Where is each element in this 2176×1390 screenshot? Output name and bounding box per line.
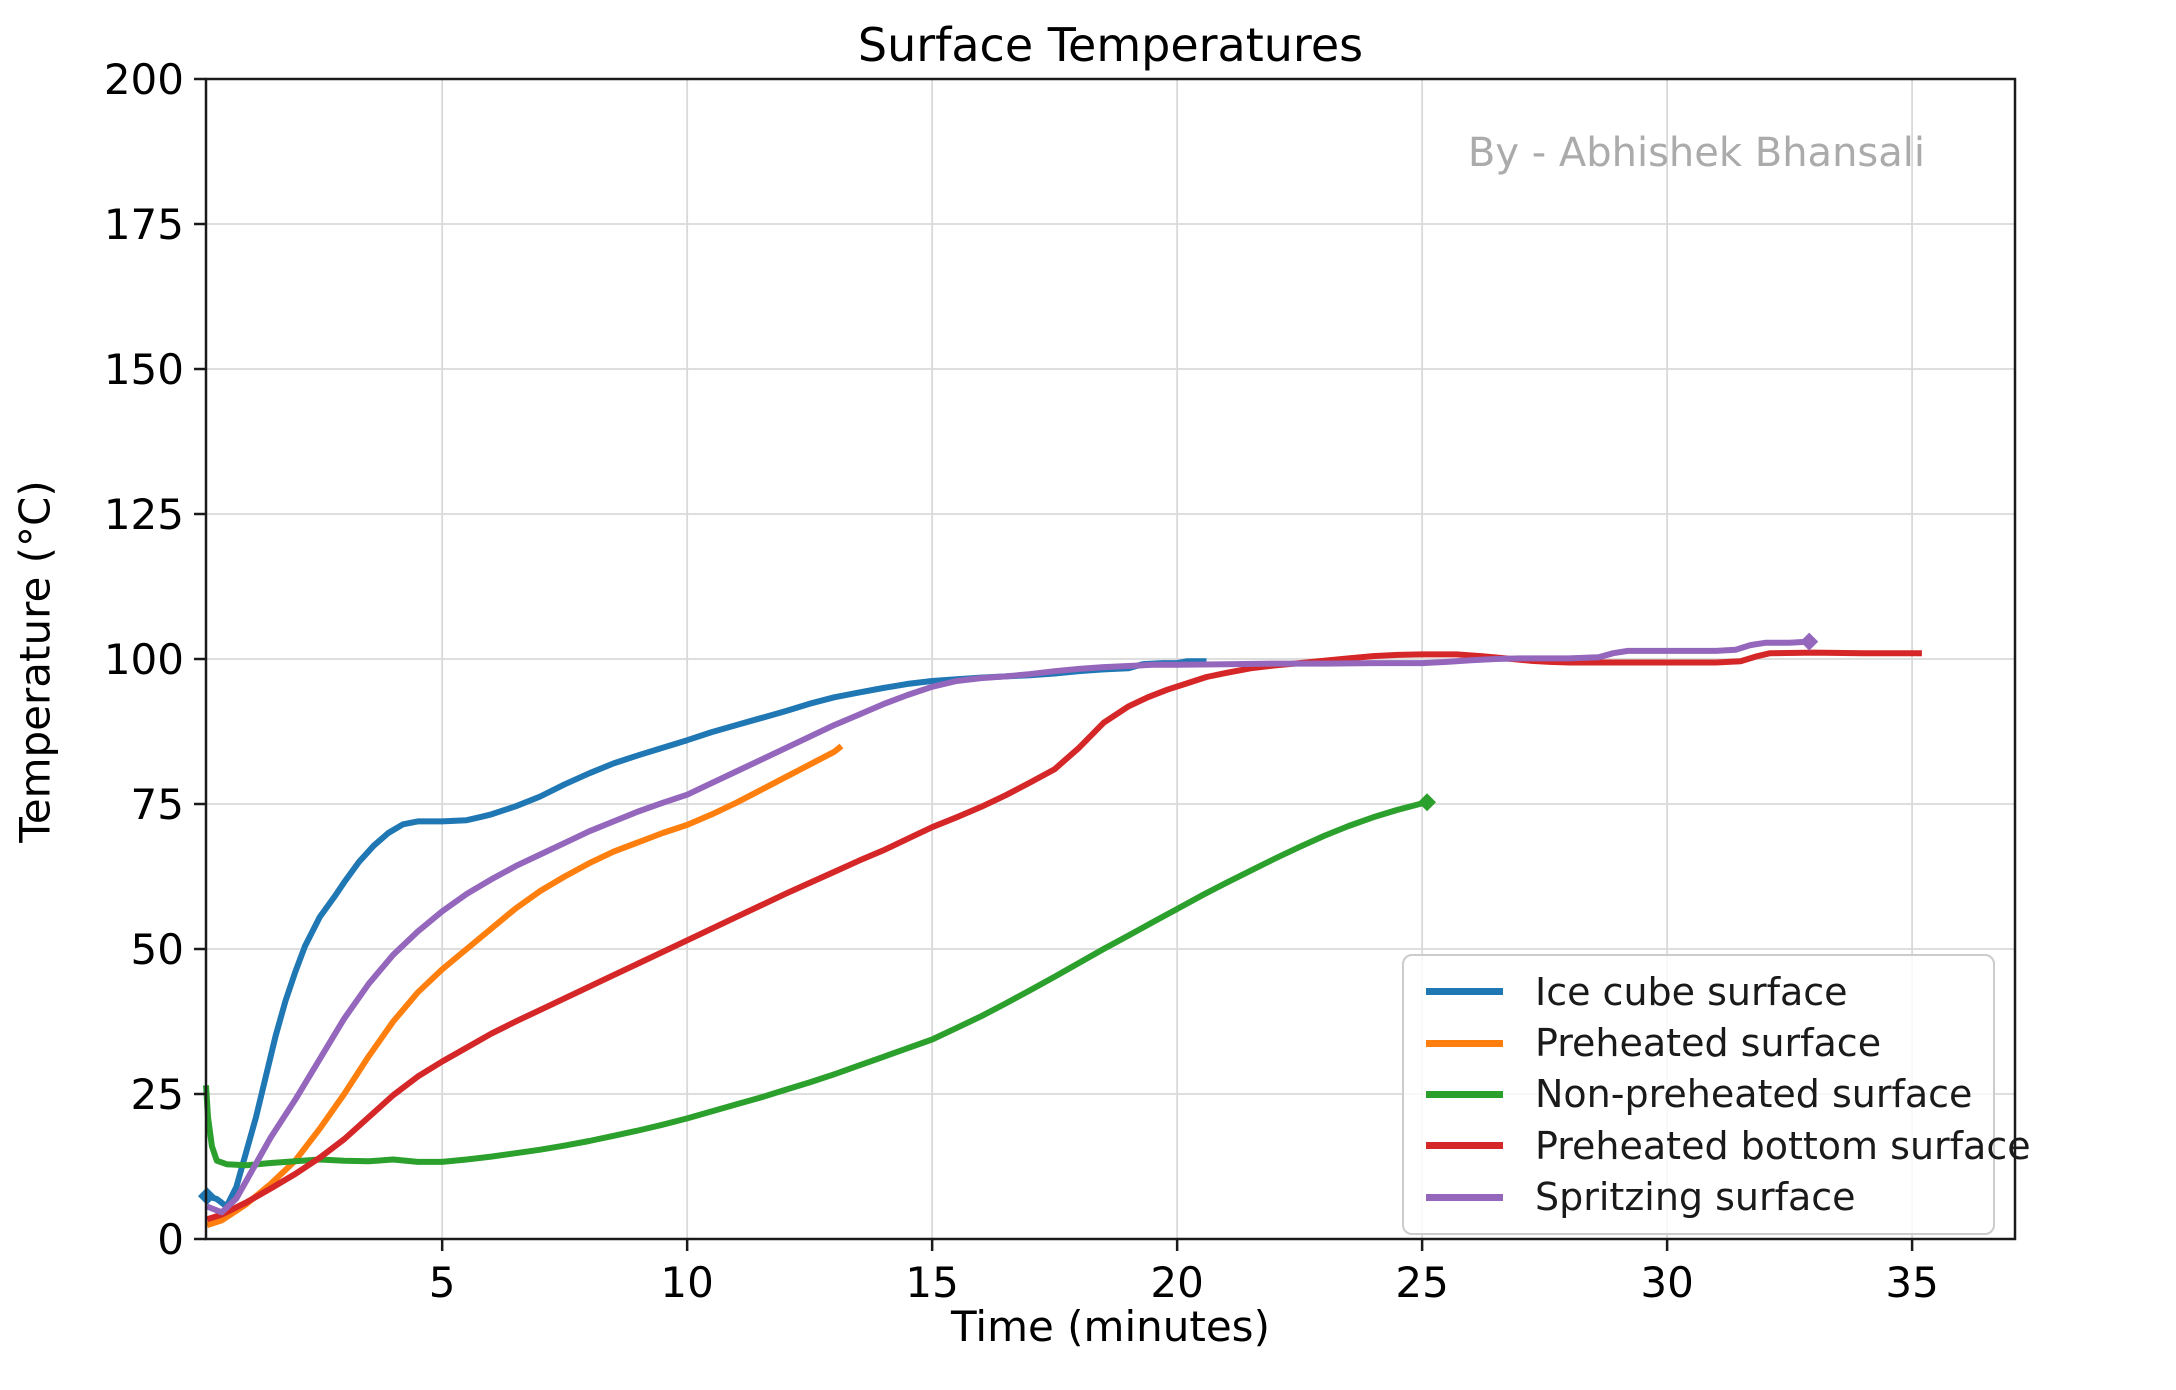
y-tick-label: 125 bbox=[104, 490, 184, 539]
legend-item-non-preheated-surface: Non-preheated surface bbox=[1404, 1072, 1993, 1116]
x-tick-label: 5 bbox=[429, 1258, 456, 1307]
legend-label-preheated-surface: Preheated surface bbox=[1535, 1021, 1882, 1066]
legend-swatch-ice-cube-surface bbox=[1426, 988, 1503, 996]
series-marker-non-preheated-surface bbox=[1418, 793, 1437, 812]
series-line-non-preheated-surface bbox=[203, 799, 1428, 1169]
legend-label-non-preheated-surface: Non-preheated surface bbox=[1535, 1072, 1973, 1117]
series-line-spritzing-surface bbox=[205, 638, 1810, 1216]
y-tick-label: 25 bbox=[131, 1070, 184, 1119]
x-tick-label: 15 bbox=[905, 1258, 958, 1307]
y-tick-label: 200 bbox=[104, 55, 184, 104]
x-tick-label: 25 bbox=[1395, 1258, 1448, 1307]
legend-swatch-non-preheated-surface bbox=[1426, 1090, 1503, 1098]
legend-item-preheated-surface: Preheated surface bbox=[1404, 1021, 1993, 1065]
legend-label-spritzing-surface: Spritzing surface bbox=[1535, 1175, 1856, 1220]
legend-item-ice-cube-surface: Ice cube surface bbox=[1404, 970, 1993, 1014]
legend-label-ice-cube-surface: Ice cube surface bbox=[1535, 969, 1848, 1014]
y-tick-label: 50 bbox=[131, 925, 184, 974]
legend-box: Ice cube surface Preheated surface Non-pre… bbox=[1402, 954, 2031, 1235]
y-axis-label: Temperature (°C) bbox=[10, 480, 60, 843]
series-marker-spritzing-surface bbox=[1800, 632, 1819, 651]
x-axis-label: Time (minutes) bbox=[951, 1302, 1270, 1351]
x-tick-label: 35 bbox=[1885, 1258, 1938, 1307]
chart-title: Surface Temperatures bbox=[857, 18, 1364, 72]
legend-swatch-preheated-surface bbox=[1426, 1039, 1503, 1047]
y-tick-label: 175 bbox=[104, 200, 184, 249]
x-tick-label: 30 bbox=[1640, 1258, 1693, 1307]
y-tick-label: 75 bbox=[131, 780, 184, 829]
legend-swatch-preheated-bottom-surface bbox=[1426, 1142, 1503, 1150]
y-tick-label: 0 bbox=[157, 1215, 184, 1264]
y-tick-label: 150 bbox=[104, 345, 184, 394]
x-tick-label: 10 bbox=[660, 1258, 713, 1307]
legend-label-preheated-bottom-surface: Preheated bottom surface bbox=[1535, 1123, 2031, 1168]
legend-item-preheated-bottom-surface: Preheated bottom surface bbox=[1404, 1124, 2031, 1168]
y-tick-label: 100 bbox=[104, 635, 184, 684]
legend-item-spritzing-surface: Spritzing surface bbox=[1404, 1175, 1993, 1219]
series-line-preheated-surface bbox=[206, 743, 844, 1228]
legend-swatch-spritzing-surface bbox=[1426, 1193, 1503, 1201]
x-tick-label: 20 bbox=[1150, 1258, 1203, 1307]
attribution-text: By - Abhishek Bhansali bbox=[1467, 130, 1925, 176]
